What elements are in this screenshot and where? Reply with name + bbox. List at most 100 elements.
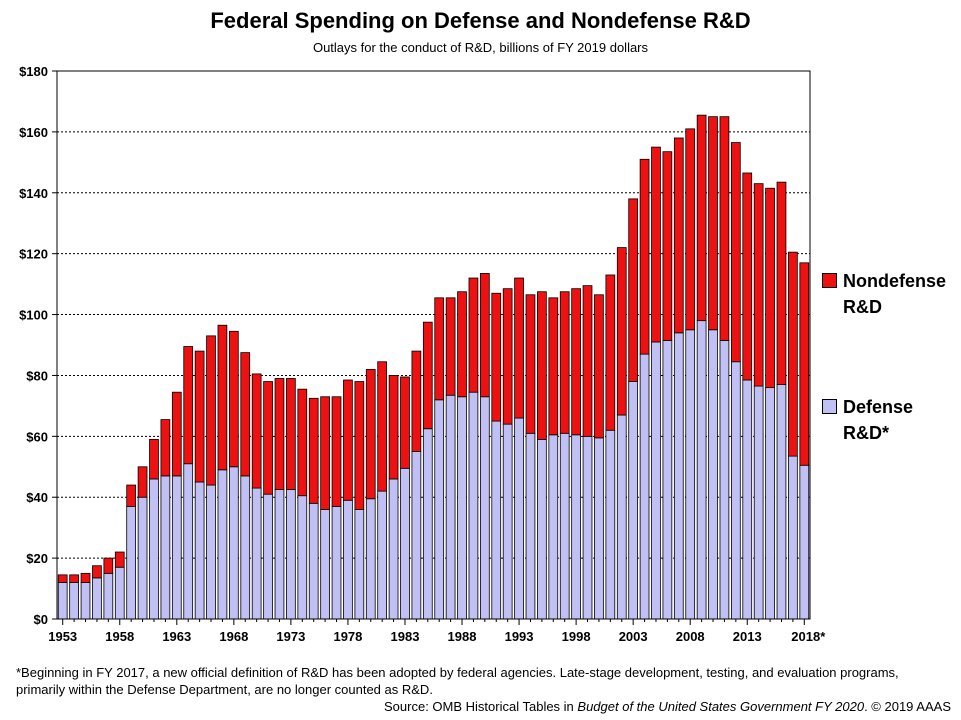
bar-defense xyxy=(468,391,479,620)
legend-label-nondefense: Nondefense R&D xyxy=(843,271,947,317)
x-tick-label: 1993 xyxy=(505,629,534,644)
bar-nondefense xyxy=(331,396,342,507)
bar-nondefense xyxy=(160,419,171,477)
bar-defense xyxy=(719,340,730,620)
bar-nondefense xyxy=(183,346,194,465)
source-suffix: . © 2019 AAAS xyxy=(864,699,951,714)
bar-defense xyxy=(730,361,741,620)
bar-defense xyxy=(525,432,536,620)
x-tick-label: 2013 xyxy=(733,629,762,644)
bar-defense xyxy=(228,466,239,620)
bar-defense xyxy=(696,320,707,620)
bar-nondefense xyxy=(605,274,616,431)
x-tick-label: 1978 xyxy=(333,629,362,644)
bar-nondefense xyxy=(171,391,182,477)
bar-defense xyxy=(479,396,490,620)
bar-defense xyxy=(171,475,182,620)
bar-defense xyxy=(343,499,353,620)
bar-nondefense xyxy=(616,247,627,416)
x-tick-label: 2003 xyxy=(619,629,648,644)
bar-defense xyxy=(365,498,376,620)
y-tick-label: $160 xyxy=(19,125,48,140)
bar-nondefense xyxy=(286,378,296,491)
bar-defense xyxy=(308,502,319,620)
bar-nondefense xyxy=(719,116,730,341)
legend-swatch-nondefense xyxy=(822,273,837,288)
bar-nondefense xyxy=(206,335,216,486)
x-tick-label: 1983 xyxy=(391,629,420,644)
bar-defense xyxy=(103,572,114,620)
y-axis-ticks: $0 $20 $40 $60 $80 $100 $120 $140 $160 $180 xyxy=(19,64,57,627)
x-tick-label: 1968 xyxy=(219,629,248,644)
bar-defense xyxy=(753,385,764,620)
bar-defense xyxy=(571,434,581,620)
y-tick-label: $0 xyxy=(34,612,48,627)
bar-defense xyxy=(92,577,102,620)
chart-title: Federal Spending on Defense and Nondefen… xyxy=(210,8,751,33)
bar-defense xyxy=(194,481,205,620)
bar-defense xyxy=(217,469,228,620)
bar-nondefense xyxy=(354,381,365,510)
bar-defense xyxy=(137,496,148,620)
bar-nondefense xyxy=(730,142,741,363)
y-tick-label: $100 xyxy=(19,308,48,323)
bar-defense xyxy=(548,434,559,620)
bar-nondefense xyxy=(799,262,810,466)
bar-nondefense xyxy=(708,116,718,331)
bar-nondefense xyxy=(765,187,775,389)
bar-nondefense xyxy=(103,557,114,574)
bar-defense xyxy=(445,394,456,620)
bar-defense xyxy=(57,582,68,620)
bar-nondefense xyxy=(559,291,570,434)
bar-nondefense xyxy=(537,291,547,440)
bar-nondefense xyxy=(525,294,536,434)
bar-nondefense xyxy=(114,551,125,568)
bar-defense xyxy=(422,428,433,620)
bar-defense xyxy=(765,387,775,620)
bar-nondefense xyxy=(502,288,513,425)
bar-nondefense xyxy=(479,273,490,398)
bar-defense xyxy=(651,341,661,620)
bar-nondefense xyxy=(240,352,251,477)
bar-nondefense xyxy=(639,158,650,355)
bar-nondefense xyxy=(80,572,91,583)
bar-nondefense xyxy=(149,438,159,480)
bar-nondefense xyxy=(251,373,262,489)
y-tick-label: $140 xyxy=(19,186,48,201)
bar-defense xyxy=(514,417,524,620)
plot-frame xyxy=(56,70,811,620)
x-tick-label: 1953 xyxy=(48,629,77,644)
x-tick-label: 1988 xyxy=(448,629,477,644)
bar-defense xyxy=(126,505,137,620)
x-tick-label: 1958 xyxy=(105,629,134,644)
bar-defense xyxy=(594,437,604,620)
bar-nondefense xyxy=(571,288,581,436)
y-tick-label: $180 xyxy=(19,64,48,79)
bar-defense xyxy=(160,475,171,620)
bar-defense xyxy=(502,423,513,620)
bar-defense xyxy=(685,329,696,620)
bar-defense xyxy=(69,582,79,620)
bar-nondefense xyxy=(788,251,798,457)
bar-nondefense xyxy=(753,183,764,387)
bar-nondefense xyxy=(69,574,79,583)
y-tick-label: $40 xyxy=(26,490,48,505)
bar-nondefense xyxy=(388,375,399,480)
bar-defense xyxy=(628,381,639,620)
bar-nondefense xyxy=(400,376,410,469)
bar-defense xyxy=(320,508,330,620)
bar-defense xyxy=(708,329,718,620)
bar-nondefense xyxy=(308,397,319,504)
source-note: Source: OMB Historical Tables in Budget … xyxy=(384,699,951,714)
bar-nondefense xyxy=(628,198,639,382)
footnote: *Beginning in FY 2017, a new official de… xyxy=(16,665,899,697)
bar-defense xyxy=(616,414,627,620)
bar-defense xyxy=(559,432,570,620)
y-tick-label: $20 xyxy=(26,551,48,566)
bar-defense xyxy=(331,505,342,620)
bar-nondefense xyxy=(320,396,330,510)
bar-defense xyxy=(388,478,399,620)
bar-defense xyxy=(377,490,388,620)
bar-nondefense xyxy=(57,574,68,583)
bar-defense xyxy=(788,455,798,620)
